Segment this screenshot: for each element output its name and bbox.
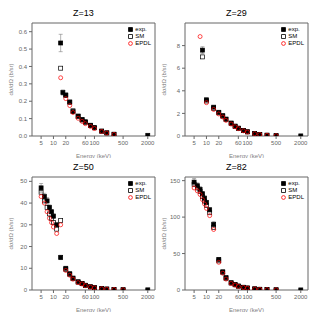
svg-text:2000: 2000 [141, 294, 155, 300]
html-text:SM: SM [135, 187, 145, 193]
html-text:Z=50: Z=50 [73, 162, 94, 172]
svg-text:dσ/dΩ (b/sr): dσ/dΩ (b/sr) [161, 63, 167, 95]
svg-text:30: 30 [20, 222, 27, 228]
svg-text:100: 100 [89, 140, 100, 146]
html-text:Z=29: Z=29 [226, 8, 247, 18]
svg-text:150: 150 [170, 178, 181, 184]
html-text:exp.: exp. [288, 26, 300, 32]
svg-text:20: 20 [20, 244, 27, 250]
svg-text:5: 5 [192, 140, 196, 146]
svg-text:dσ/dΩ (b/sr): dσ/dΩ (b/sr) [8, 217, 14, 249]
svg-text:0.5: 0.5 [19, 46, 28, 52]
svg-text:20: 20 [215, 140, 222, 146]
svg-text:2: 2 [177, 111, 181, 117]
html-text:EPDL: EPDL [288, 40, 304, 46]
svg-text:8: 8 [177, 43, 181, 49]
svg-text:10: 10 [50, 140, 57, 146]
html-text:exp.: exp. [135, 180, 147, 186]
html-text:SM: SM [135, 33, 145, 39]
svg-text:0.3: 0.3 [19, 81, 28, 87]
html-text:EPDL: EPDL [135, 194, 151, 200]
svg-text:Energy (keV): Energy (keV) [229, 307, 264, 312]
svg-text:100: 100 [89, 294, 100, 300]
svg-text:100: 100 [242, 294, 253, 300]
svg-text:500: 500 [271, 294, 282, 300]
svg-text:Energy (keV): Energy (keV) [76, 153, 111, 158]
svg-text:60: 60 [82, 294, 89, 300]
html-text:exp.: exp. [135, 26, 147, 32]
svg-text:50: 50 [20, 178, 27, 184]
svg-text:500: 500 [118, 140, 129, 146]
svg-text:Energy (keV): Energy (keV) [76, 307, 111, 312]
svg-text:20: 20 [62, 140, 69, 146]
svg-text:100: 100 [242, 140, 253, 146]
html-text:SM: SM [288, 187, 298, 193]
svg-text:0.2: 0.2 [19, 98, 28, 104]
svg-text:10: 10 [20, 265, 27, 271]
svg-text:0.4: 0.4 [19, 64, 28, 70]
svg-text:40: 40 [20, 200, 27, 206]
html-text:Z=82: Z=82 [226, 162, 247, 172]
svg-text:2000: 2000 [141, 140, 155, 146]
svg-text:0.1: 0.1 [19, 116, 28, 122]
svg-text:60: 60 [82, 140, 89, 146]
svg-text:10: 10 [203, 294, 210, 300]
svg-text:0: 0 [24, 287, 28, 293]
svg-text:2000: 2000 [294, 294, 308, 300]
svg-text:dσ/dΩ (b/sr): dσ/dΩ (b/sr) [8, 63, 14, 95]
svg-text:Energy (keV): Energy (keV) [229, 153, 264, 158]
svg-text:20: 20 [62, 294, 69, 300]
svg-text:6: 6 [177, 65, 181, 71]
svg-text:60: 60 [235, 140, 242, 146]
svg-text:0: 0 [177, 287, 181, 293]
svg-text:2000: 2000 [294, 140, 308, 146]
svg-text:dσ/dΩ (b/sr): dσ/dΩ (b/sr) [161, 217, 167, 249]
html-text:Z=13: Z=13 [73, 8, 94, 18]
svg-text:60: 60 [235, 294, 242, 300]
html-text:EPDL: EPDL [288, 194, 304, 200]
svg-text:5: 5 [192, 294, 196, 300]
html-text:exp.: exp. [288, 180, 300, 186]
svg-text:5: 5 [39, 140, 43, 146]
svg-text:10: 10 [203, 140, 210, 146]
svg-text:10: 10 [50, 294, 57, 300]
svg-text:0: 0 [177, 133, 181, 139]
svg-text:500: 500 [118, 294, 129, 300]
svg-text:0.6: 0.6 [19, 29, 28, 35]
svg-text:20: 20 [215, 294, 222, 300]
svg-text:0.0: 0.0 [19, 133, 28, 139]
svg-text:50: 50 [173, 251, 180, 257]
svg-text:100: 100 [170, 214, 181, 220]
html-text:EPDL: EPDL [135, 40, 151, 46]
svg-text:4: 4 [177, 88, 181, 94]
svg-text:5: 5 [39, 294, 43, 300]
svg-text:500: 500 [271, 140, 282, 146]
html-text:SM: SM [288, 33, 298, 39]
